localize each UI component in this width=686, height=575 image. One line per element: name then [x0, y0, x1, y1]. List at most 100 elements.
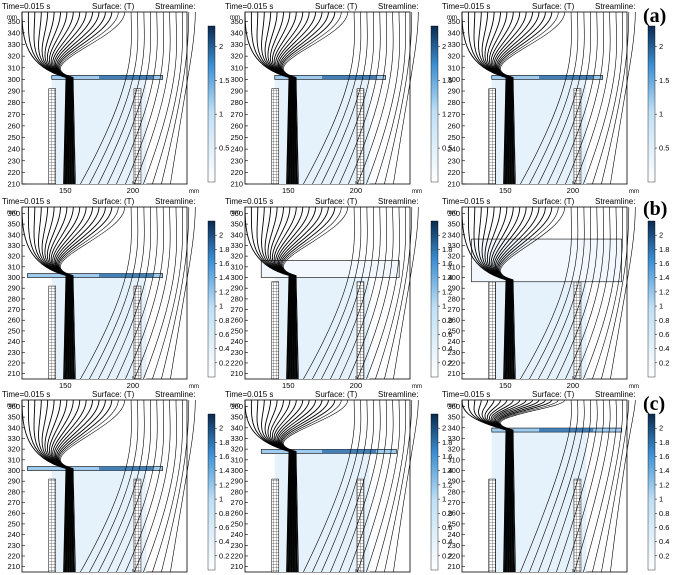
x-tick-label: 150	[499, 186, 512, 195]
y-tick-label: 300	[7, 75, 20, 84]
colorbar-tick-label: 1.6	[659, 452, 669, 461]
y-tick-label: 330	[7, 241, 20, 250]
y-tick-label: 350	[230, 413, 243, 422]
y-tick-label: 300	[447, 75, 460, 84]
colorbar-tick-label: 0.8	[659, 509, 669, 518]
streamline	[610, 11, 636, 185]
streamline	[161, 206, 190, 380]
y-tick-label: 270	[230, 305, 243, 314]
y-tick-label: 280	[230, 487, 243, 496]
streamline	[321, 399, 368, 573]
colorbar-tick-label: 1.6	[442, 452, 452, 461]
x-tick-label: 200	[567, 381, 580, 390]
streamline	[98, 11, 145, 185]
streamline	[116, 11, 158, 185]
streamline	[348, 11, 388, 185]
y-tick-label: 260	[7, 509, 20, 518]
y-tick-label: 280	[7, 487, 20, 496]
y-tick-label: 340	[230, 423, 243, 432]
colorbar-tick-label: 1	[442, 495, 446, 504]
header-surface: Surface: (T)	[532, 2, 575, 11]
header-streamline: Streamline:	[155, 2, 195, 11]
header-time: Time=0.015 s	[442, 197, 490, 206]
y-tick-label: 210	[7, 369, 20, 378]
streamline	[98, 206, 145, 380]
y-tick-label: 210	[230, 180, 243, 189]
chart-panel: Time=0.015 s Surface: (T) Streamline:21022…	[2, 2, 229, 195]
streamline	[283, 11, 348, 185]
y-tick-label: 260	[447, 316, 460, 325]
y-tick-label: 310	[447, 262, 460, 271]
y-axis-unit: mm	[230, 15, 240, 21]
colorbar-tick-label: 1	[219, 110, 223, 119]
streamline	[321, 206, 368, 380]
y-tick-label: 220	[447, 168, 460, 177]
y-tick-label: 220	[7, 551, 20, 560]
streamline	[393, 206, 419, 380]
y-tick-label: 250	[447, 519, 460, 528]
colorbar-tick-label: 1.2	[659, 287, 669, 296]
streamline	[134, 399, 171, 573]
y-tick-label: 210	[447, 562, 460, 571]
y-tick-label: 240	[7, 337, 20, 346]
y-tick-label: 270	[230, 110, 243, 119]
y-tick-label: 290	[447, 87, 460, 96]
chart-panel: Time=0.015 s Surface: (T) Streamline:21022…	[225, 2, 452, 195]
streamline	[547, 11, 592, 185]
header-surface: Surface: (T)	[92, 390, 135, 399]
streamline	[500, 206, 565, 380]
colorbar-tick-label: 1.5	[219, 76, 229, 85]
streamline	[529, 206, 579, 380]
streamline	[583, 11, 617, 185]
colorbar-tick-label: 0.2	[219, 358, 229, 367]
colorbar-tick-label: 1.8	[659, 438, 669, 447]
streamline	[312, 11, 362, 185]
chart-panel: Time=0.015 s Surface: (T) Streamline:21022…	[2, 197, 229, 390]
y-tick-label: 280	[7, 294, 20, 303]
streamline	[556, 206, 598, 380]
streamline	[152, 399, 183, 573]
header-time: Time=0.015 s	[225, 390, 273, 399]
colorbar	[207, 25, 216, 183]
x-axis-unit: mm	[412, 384, 422, 390]
y-tick-label: 320	[7, 445, 20, 454]
streamline	[60, 206, 125, 380]
y-tick-label: 340	[447, 423, 460, 432]
y-tick-label: 280	[447, 98, 460, 107]
y-tick-label: 330	[7, 40, 20, 49]
x-tick-label: 150	[282, 381, 295, 390]
y-tick-label: 350	[7, 220, 20, 229]
colorbar-tick-label: 1.4	[219, 273, 229, 282]
colorbar-tick-label: 2	[219, 424, 223, 433]
y-tick-label: 250	[447, 133, 460, 142]
streamline	[152, 206, 183, 380]
streamline	[375, 399, 406, 573]
streamline	[89, 11, 139, 185]
y-tick-label: 280	[447, 487, 460, 496]
colorbar	[207, 220, 216, 378]
y-tick-label: 220	[7, 358, 20, 367]
x-tick-label: 200	[127, 381, 140, 390]
left-leg-mesh	[271, 281, 280, 380]
y-tick-label: 330	[447, 434, 460, 443]
y-tick-label: 300	[230, 75, 243, 84]
y-tick-label: 250	[230, 519, 243, 528]
chart-panel: Time=0.015 s Surface: (T) Streamline:21022…	[2, 390, 229, 575]
y-tick-label: 300	[7, 466, 20, 475]
y-axis-unit: mm	[230, 403, 240, 409]
streamline	[357, 11, 394, 185]
y-tick-label: 360	[447, 402, 460, 411]
streamline	[610, 399, 636, 573]
row-label-b: (b)	[643, 198, 667, 220]
y-tick-label: 230	[7, 348, 20, 357]
y-tick-label: 320	[7, 252, 20, 261]
colorbar-tick-label: 0.8	[442, 316, 452, 325]
y-tick-label: 270	[447, 110, 460, 119]
streamline	[80, 206, 132, 380]
y-tick-label: 310	[7, 262, 20, 271]
y-tick-label: 340	[7, 28, 20, 37]
colorbar-tick-label: 0.6	[219, 523, 229, 532]
streamline	[321, 11, 368, 185]
colorbar	[647, 220, 656, 378]
y-tick-label: 300	[7, 273, 20, 282]
